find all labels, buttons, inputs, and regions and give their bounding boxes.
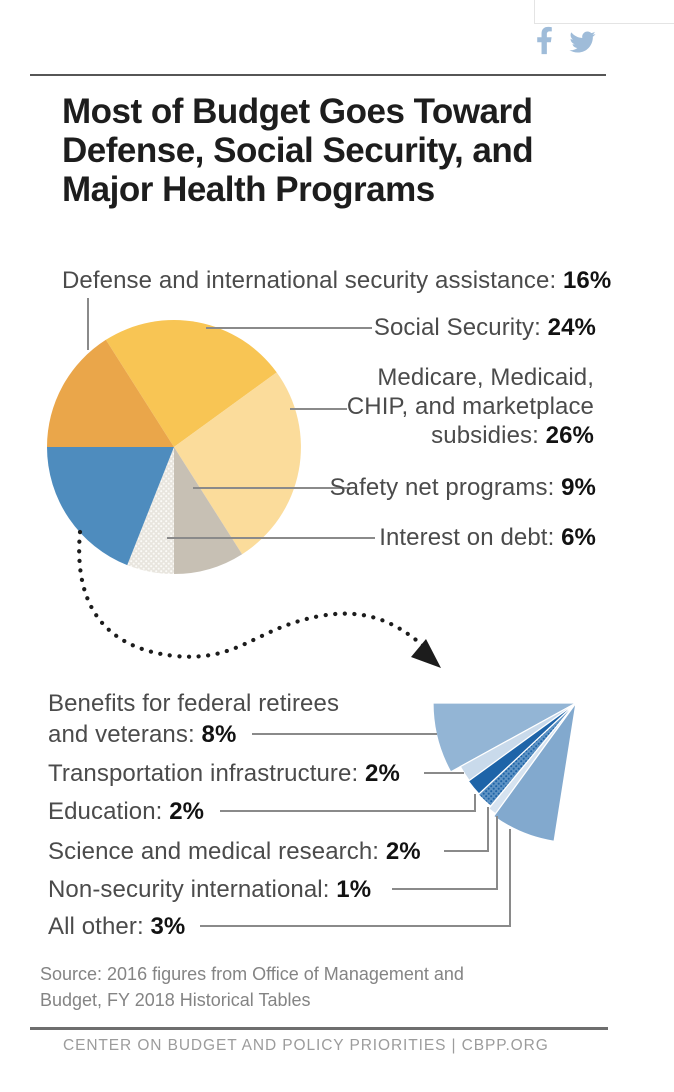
callout-defense: Defense and international security assis… [62, 266, 611, 296]
pie-slice-defense-and-international-se [46, 339, 174, 447]
source-note: Source: 2016 figures from Office of Mana… [40, 964, 464, 1010]
callout-non-security: Non-security international: 1% [48, 876, 372, 903]
callout-science: Science and medical research: 2% [48, 838, 421, 865]
chart-title-line1: Most of Budget Goes Toward [62, 92, 533, 131]
breakout-arrow-head [411, 639, 441, 668]
share-buttons [536, 26, 598, 60]
pie-slice-medicare-medicaid-chip-and-m [174, 372, 301, 555]
fan-slice-education [467, 702, 577, 795]
twitter-share-button[interactable] [567, 29, 598, 60]
footer-credit: CENTER ON BUDGET AND POLICY PRIORITIES |… [63, 1037, 549, 1054]
fan-slice-all-other [492, 702, 577, 842]
callout-education: Education: 2% [48, 798, 205, 825]
callout-transportation: Transportation infrastructure: 2% [48, 760, 400, 787]
fan-slice-benefits-for-federal-retiree [432, 702, 577, 773]
header-divider [30, 74, 606, 76]
fan-slice-science-and-medical-research [477, 702, 577, 808]
callout-social-security: Social Security: 24% [373, 314, 596, 341]
callout-safety-net: Safety net programs: 9% [329, 474, 596, 501]
callout-medicare: Medicare, Medicaid, CHIP, and marketplac… [346, 364, 594, 449]
facebook-icon [537, 26, 552, 55]
chart-title: Most of Budget Goes Toward Defense, Soci… [62, 92, 602, 209]
callout-defense-pct: 16% [562, 267, 612, 294]
main-pie [46, 320, 301, 574]
pie-slice-safety-net-programs [174, 447, 243, 574]
pie-slice-social-security [105, 320, 277, 447]
chart-title-line2: Defense, Social Security, and [62, 131, 534, 170]
callout-defense-text: Defense and international security assis… [62, 267, 563, 294]
breakout-fan [432, 702, 577, 842]
pie-slice-interest-on-debt [127, 447, 174, 574]
leader-science [444, 807, 489, 852]
callout-all-other: All other: 3% [48, 913, 186, 940]
leader-education [220, 794, 476, 812]
callout-retirees: Benefits for federal retirees and vetera… [48, 690, 340, 748]
fan-slice-transportation-infrastructur [459, 702, 577, 782]
footer-divider [30, 1027, 608, 1030]
chart-title-line3: Major Health Programs [62, 170, 435, 209]
twitter-icon [569, 31, 596, 53]
pie-slice-other [46, 447, 174, 566]
breakout-arrow-curve [77, 529, 431, 659]
facebook-share-button[interactable] [536, 26, 553, 60]
fan-slice-non-security-international [487, 702, 577, 815]
callout-interest: Interest on debt: 6% [379, 524, 596, 551]
cropped-element-border [534, 0, 674, 24]
